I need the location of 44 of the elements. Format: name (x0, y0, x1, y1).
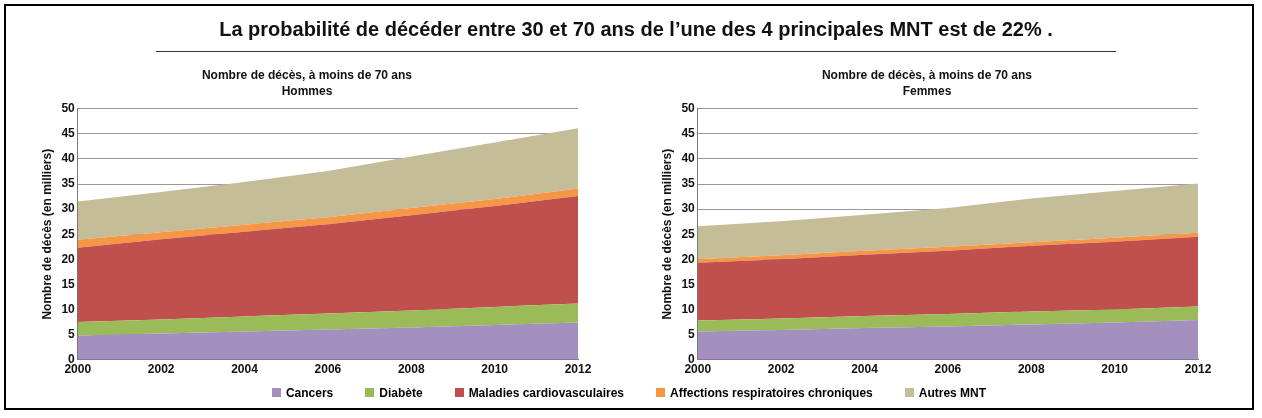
x-tick-label: 2006 (934, 362, 962, 377)
chart-subtitle: Femmes (902, 83, 952, 98)
y-tick-label: 35 (681, 176, 696, 191)
x-tick-label: 2004 (851, 362, 879, 377)
text: La probabilité de décéder entre 30 et 70 ans de l’une des 4 principales MNT est de 22% . (156, 18, 1116, 52)
x-tick-label: 2002 (767, 362, 795, 377)
y-tick-label: 50 (681, 101, 696, 116)
y-tick-label: 5 (688, 326, 696, 341)
y-tick-label: 30 (681, 201, 696, 216)
legend-label: Affections respiratoires chroniques (669, 386, 873, 400)
y-tick-label: 15 (61, 276, 76, 291)
x-tick-label: 2012 (1184, 362, 1212, 377)
y-tick-label: 40 (681, 151, 696, 166)
legend-label: Maladies cardiovasculaires (467, 386, 625, 400)
y-tick-label: 20 (681, 251, 696, 266)
y-tick-label: 20 (61, 251, 76, 266)
y-tick-label: 15 (681, 276, 696, 291)
y-tick-label: 50 (61, 101, 76, 116)
x-tick-label: 2002 (147, 362, 175, 377)
chart-title: Nombre de décès, à moins de 70 ans (821, 67, 1033, 82)
y-axis-title: Nombre de décès (en milliers) (659, 148, 674, 320)
x-tick-label: 2010 (1101, 362, 1129, 377)
x-tick-label: 2008 (1017, 362, 1045, 377)
x-tick-label: 2012 (564, 362, 592, 377)
legend-label: Cancers (284, 386, 334, 400)
x-tick-label: 2010 (481, 362, 509, 377)
y-tick-label: 25 (681, 226, 696, 241)
y-tick-label: 25 (61, 226, 76, 241)
y-tick-label: 10 (61, 301, 76, 316)
chart-title: Nombre de décès, à moins de 70 ans (201, 67, 413, 82)
legend-label: Diabète (378, 386, 423, 400)
legend-label: Autres MNT (917, 386, 987, 400)
y-tick-label: 30 (61, 201, 76, 216)
y-tick-label: 5 (68, 326, 76, 341)
y-tick-label: 45 (681, 126, 696, 141)
x-tick-label: 2004 (231, 362, 259, 377)
y-tick-label: 40 (61, 151, 76, 166)
chart-subtitle: Hommes (281, 83, 333, 98)
y-axis-title: Nombre de décès (en milliers) (39, 148, 54, 320)
x-tick-label: 2008 (397, 362, 425, 377)
y-tick-label: 35 (61, 176, 76, 191)
x-tick-label: 2006 (314, 362, 342, 377)
y-tick-label: 45 (61, 126, 76, 141)
y-tick-label: 10 (681, 301, 696, 316)
